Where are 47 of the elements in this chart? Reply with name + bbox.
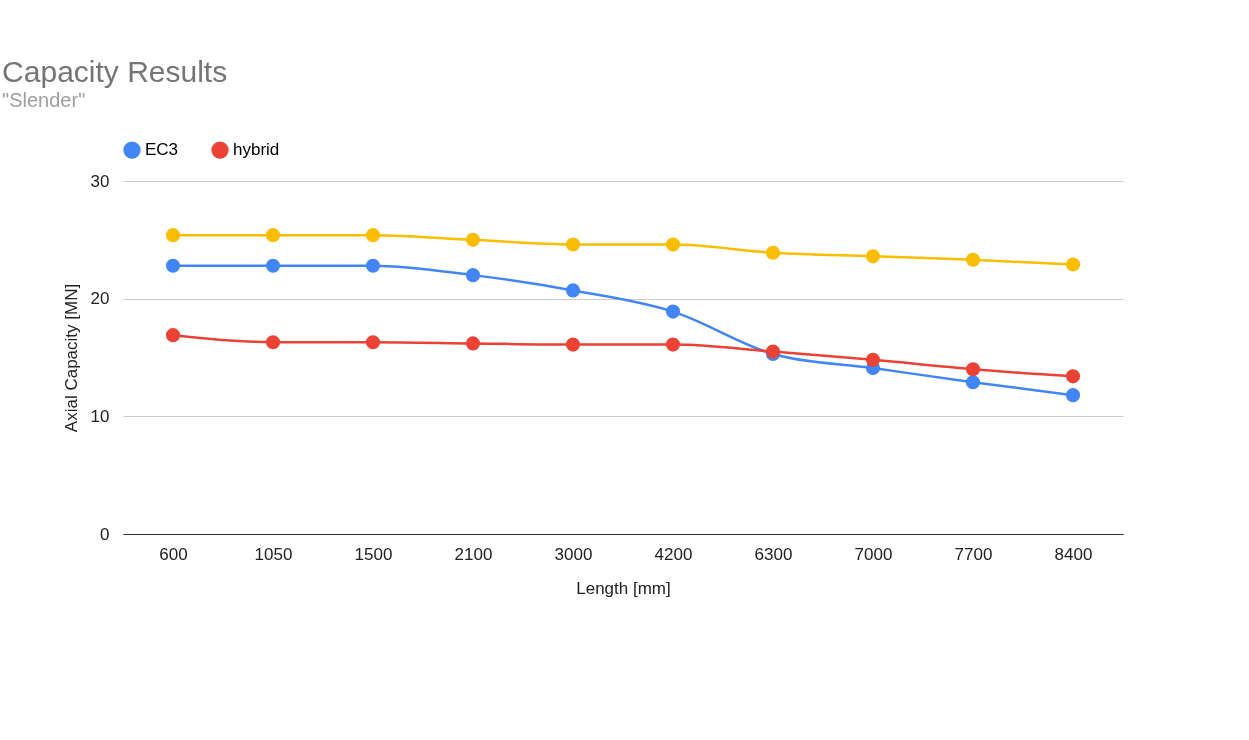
x-tick-label: 1050 <box>254 544 293 564</box>
y-tick-label: 10 <box>90 406 110 426</box>
point <box>365 335 381 350</box>
x-tick-label: 1500 <box>354 544 393 564</box>
point <box>265 258 281 273</box>
x-tick-label: 2100 <box>454 544 493 564</box>
y-tick-label: 20 <box>90 289 110 309</box>
point <box>465 232 481 247</box>
chart-subtitle: "Slender" <box>2 89 86 111</box>
point <box>965 252 981 267</box>
x-tick-label: 8400 <box>1054 544 1093 564</box>
point <box>265 228 281 243</box>
point <box>1065 369 1081 384</box>
point <box>665 304 681 319</box>
point <box>165 258 181 273</box>
legend-label: EC3 <box>145 140 179 160</box>
point <box>1065 257 1081 272</box>
point <box>765 245 781 260</box>
point <box>865 352 881 367</box>
point <box>565 337 581 352</box>
point <box>965 375 981 390</box>
point <box>465 268 481 283</box>
x-tick-label: 6300 <box>754 544 793 564</box>
x-tick-label: 600 <box>159 544 188 564</box>
point <box>265 335 281 350</box>
x-tick-label: 7000 <box>854 544 893 564</box>
y-tick-label: 30 <box>90 171 110 191</box>
x-tick-label: 3000 <box>554 544 593 564</box>
legend-label: hybrid <box>233 140 280 160</box>
point <box>365 258 381 273</box>
x-tick-label: 7700 <box>954 544 993 564</box>
point <box>1065 388 1081 403</box>
point <box>665 237 681 252</box>
point <box>165 228 181 243</box>
point <box>965 362 981 377</box>
chart-title: Capacity Results <box>2 55 228 88</box>
y-axis-title: Axial Capacity [MN] <box>61 283 81 433</box>
x-tick-label: 4200 <box>654 544 693 564</box>
point <box>865 249 881 264</box>
point <box>465 336 481 351</box>
point <box>665 337 681 352</box>
x-axis-title: Length [mm] <box>576 578 671 598</box>
point <box>365 228 381 243</box>
point <box>565 283 581 298</box>
point <box>565 237 581 252</box>
y-tick-label: 0 <box>100 524 110 544</box>
point <box>165 328 181 343</box>
